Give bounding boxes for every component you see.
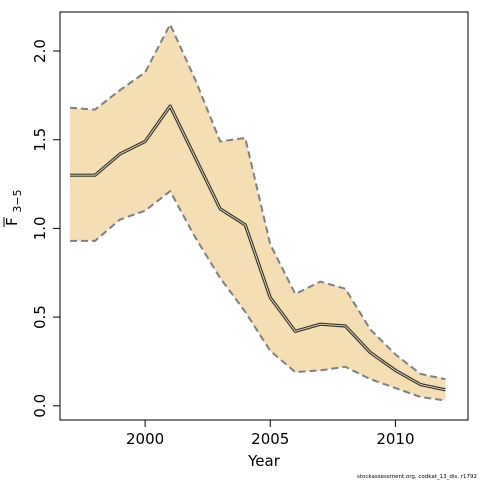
x-axis: 2000 2005 2010	[126, 420, 415, 448]
confidence-band-layer	[69, 22, 446, 402]
y-axis-title: F 3−5	[3, 189, 24, 227]
y-tick-label: 0.5	[31, 305, 49, 329]
y-tick-label: 0.0	[31, 394, 49, 418]
credit-text: stockassessment.org, codkat_13_dis, r179…	[357, 474, 477, 480]
y-axis-title-subscript: 3−5	[11, 189, 24, 212]
y-tick-label: 1.0	[31, 216, 49, 240]
y-tick-label: 2.0	[31, 39, 49, 63]
svg-text:F 3−5: F 3−5	[3, 189, 24, 226]
y-axis-title-main: F	[3, 217, 21, 226]
confidence-band	[70, 24, 446, 401]
plot-frame	[59, 11, 469, 421]
lower-bound-line	[70, 189, 446, 402]
x-tick-label: 2005	[251, 430, 289, 448]
y-axis: 0.0 0.5 1.0 1.5 2.0	[31, 39, 60, 418]
x-tick-label: 2010	[376, 430, 414, 448]
x-tick-label: 2000	[126, 430, 164, 448]
upper-bound-line	[69, 22, 446, 381]
x-axis-title: Year	[247, 452, 281, 470]
estimate-line-inner	[70, 105, 446, 391]
estimate-line-layer	[70, 104, 446, 392]
y-tick-label: 1.5	[31, 128, 49, 152]
